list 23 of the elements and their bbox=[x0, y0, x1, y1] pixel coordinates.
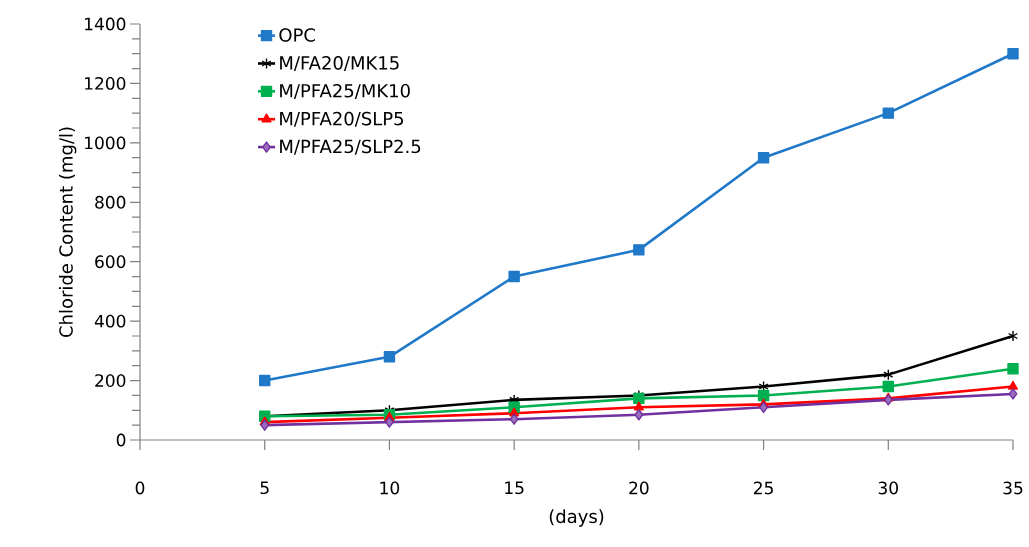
y-tick-label: 200 bbox=[95, 374, 126, 387]
y-axis-title: Chloride Content (mg/l) bbox=[58, 127, 77, 337]
y-tick-label: 1200 bbox=[85, 76, 126, 90]
y-tick-label: 600 bbox=[95, 255, 126, 269]
x-tick-label: 0 bbox=[135, 481, 145, 495]
x-axis-title: (days) bbox=[549, 509, 604, 527]
x-tick-label: 5 bbox=[260, 481, 269, 495]
y-tick-label: 0 bbox=[116, 433, 126, 447]
x-tick-label: 20 bbox=[629, 481, 649, 495]
x-tick-label: 25 bbox=[754, 481, 773, 495]
x-tick-label: 15 bbox=[505, 481, 524, 495]
x-tick-label: 35 bbox=[1003, 481, 1023, 495]
y-tick-label: 800 bbox=[95, 195, 126, 209]
y-tick-label: 1000 bbox=[85, 136, 126, 150]
x-tick-label: 10 bbox=[380, 481, 400, 495]
legend-label: M/PFA25/SLP2.5 bbox=[280, 139, 421, 155]
legend-label: M/PFA20/SLP5 bbox=[280, 111, 403, 127]
legend-label: OPC bbox=[279, 28, 315, 42]
y-tick-label: 1400 bbox=[85, 17, 126, 31]
legend-label: M/FA20/MK15 bbox=[280, 56, 399, 72]
legend-label: M/PFA25/MK10 bbox=[280, 83, 410, 99]
x-tick-label: 30 bbox=[878, 481, 898, 495]
y-tick-label: 400 bbox=[94, 314, 126, 328]
